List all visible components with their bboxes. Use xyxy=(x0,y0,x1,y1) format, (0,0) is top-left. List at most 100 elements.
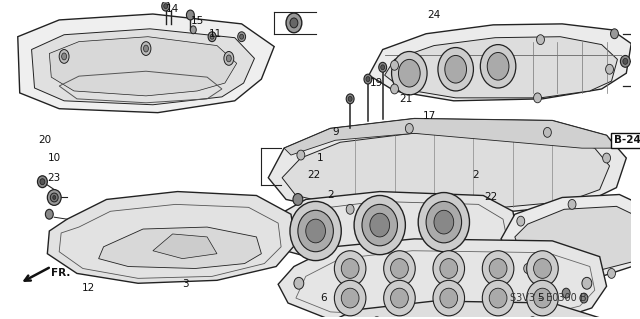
Polygon shape xyxy=(501,195,640,276)
Ellipse shape xyxy=(297,150,305,160)
Polygon shape xyxy=(301,301,607,319)
Ellipse shape xyxy=(426,201,461,243)
Text: 22: 22 xyxy=(307,170,320,180)
Text: 2: 2 xyxy=(327,189,333,199)
Text: 12: 12 xyxy=(82,283,95,293)
Ellipse shape xyxy=(489,288,507,308)
Ellipse shape xyxy=(370,213,390,237)
Ellipse shape xyxy=(392,51,427,95)
Ellipse shape xyxy=(341,288,359,308)
Ellipse shape xyxy=(210,34,214,39)
Text: 20: 20 xyxy=(38,135,51,145)
Ellipse shape xyxy=(524,263,532,273)
Polygon shape xyxy=(278,239,607,319)
Ellipse shape xyxy=(620,56,630,67)
Ellipse shape xyxy=(433,251,465,286)
Ellipse shape xyxy=(362,204,397,246)
Ellipse shape xyxy=(141,42,151,56)
Ellipse shape xyxy=(379,62,387,72)
Ellipse shape xyxy=(562,288,570,298)
Polygon shape xyxy=(282,133,609,209)
Ellipse shape xyxy=(227,55,231,62)
Ellipse shape xyxy=(568,199,576,209)
Ellipse shape xyxy=(383,251,415,286)
Ellipse shape xyxy=(390,60,399,70)
Ellipse shape xyxy=(346,94,354,104)
Text: 11: 11 xyxy=(209,29,221,39)
Polygon shape xyxy=(259,191,518,263)
Ellipse shape xyxy=(341,259,359,278)
Polygon shape xyxy=(385,37,618,98)
Ellipse shape xyxy=(536,35,545,45)
Ellipse shape xyxy=(40,179,45,185)
Text: 9: 9 xyxy=(332,127,339,137)
Ellipse shape xyxy=(487,53,509,80)
Ellipse shape xyxy=(293,194,303,205)
Text: 10: 10 xyxy=(48,153,61,163)
Ellipse shape xyxy=(47,189,61,205)
Ellipse shape xyxy=(527,251,558,286)
Text: 3: 3 xyxy=(182,279,189,289)
Ellipse shape xyxy=(348,96,352,101)
Ellipse shape xyxy=(580,293,588,303)
Ellipse shape xyxy=(445,56,467,83)
Ellipse shape xyxy=(51,193,58,202)
Polygon shape xyxy=(268,119,627,214)
Text: 17: 17 xyxy=(422,111,436,121)
Ellipse shape xyxy=(237,32,246,42)
Ellipse shape xyxy=(143,45,148,52)
Polygon shape xyxy=(49,37,237,96)
Ellipse shape xyxy=(346,204,354,214)
Ellipse shape xyxy=(164,4,168,9)
Ellipse shape xyxy=(38,176,47,188)
Polygon shape xyxy=(515,206,640,271)
Text: 19: 19 xyxy=(370,78,383,88)
Ellipse shape xyxy=(517,216,525,226)
Ellipse shape xyxy=(290,201,341,261)
Text: FR.: FR. xyxy=(51,269,70,278)
Ellipse shape xyxy=(239,34,244,39)
Ellipse shape xyxy=(224,51,234,65)
Text: 21: 21 xyxy=(400,94,413,104)
Polygon shape xyxy=(153,234,217,259)
Ellipse shape xyxy=(364,74,372,84)
Text: 14: 14 xyxy=(166,4,179,14)
Ellipse shape xyxy=(286,13,302,33)
Ellipse shape xyxy=(59,49,69,63)
Ellipse shape xyxy=(294,277,304,289)
Ellipse shape xyxy=(190,26,196,34)
Ellipse shape xyxy=(635,216,640,226)
Ellipse shape xyxy=(534,288,551,308)
Ellipse shape xyxy=(354,196,405,255)
Text: 23: 23 xyxy=(47,173,61,183)
Ellipse shape xyxy=(433,280,465,316)
Ellipse shape xyxy=(390,84,399,94)
Polygon shape xyxy=(31,29,255,105)
Ellipse shape xyxy=(186,10,195,20)
Ellipse shape xyxy=(61,53,67,60)
Ellipse shape xyxy=(162,1,170,11)
Text: 1: 1 xyxy=(317,153,324,163)
Text: 2: 2 xyxy=(472,170,479,180)
Ellipse shape xyxy=(534,259,551,278)
Text: 6: 6 xyxy=(320,293,327,303)
Ellipse shape xyxy=(399,59,420,87)
Ellipse shape xyxy=(605,64,614,74)
Ellipse shape xyxy=(334,251,366,286)
Ellipse shape xyxy=(208,32,216,42)
Ellipse shape xyxy=(418,193,470,252)
Ellipse shape xyxy=(607,269,616,278)
Ellipse shape xyxy=(543,128,551,137)
Ellipse shape xyxy=(527,317,538,319)
Text: 15: 15 xyxy=(191,16,204,26)
Text: 5: 5 xyxy=(537,293,544,303)
Polygon shape xyxy=(47,191,296,283)
Ellipse shape xyxy=(527,280,558,316)
Ellipse shape xyxy=(290,18,298,28)
Ellipse shape xyxy=(483,251,514,286)
Ellipse shape xyxy=(489,259,507,278)
Ellipse shape xyxy=(405,123,413,133)
Ellipse shape xyxy=(298,210,333,252)
Ellipse shape xyxy=(45,209,53,219)
Ellipse shape xyxy=(611,29,618,39)
